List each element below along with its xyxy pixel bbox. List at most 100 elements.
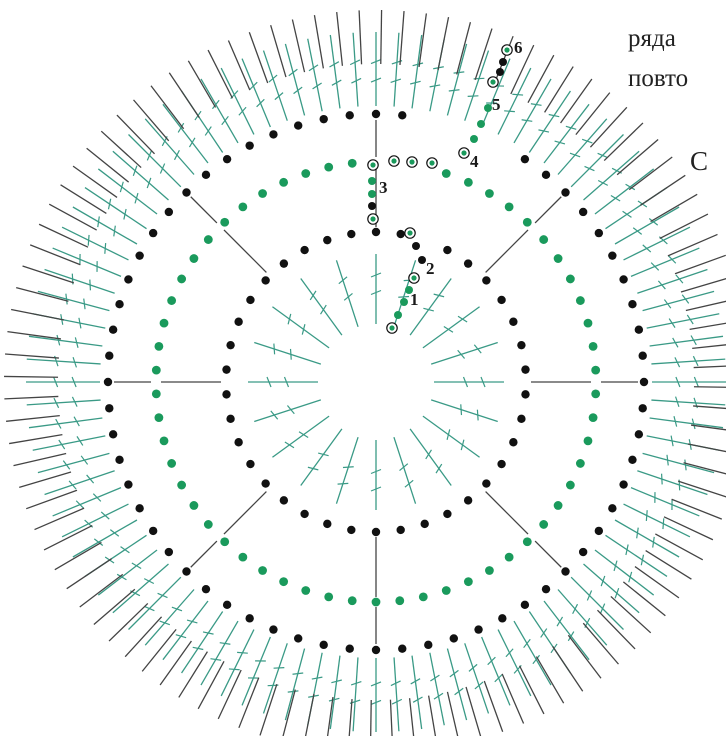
round-1-post-bar: [291, 349, 292, 360]
round-2-chain-dot: [521, 390, 529, 398]
round-4-chain-dot: [372, 110, 380, 118]
round-6-post: [125, 617, 161, 657]
round-5-post: [465, 643, 489, 713]
round-5-post-bar: [105, 243, 106, 254]
round-6-post: [282, 690, 296, 736]
round-5-post: [394, 657, 399, 731]
start-chain-dot: [394, 311, 402, 319]
round-4-chain-dot: [182, 188, 190, 196]
round-5-post-bar: [658, 281, 665, 289]
round-6-post: [640, 175, 685, 205]
round-5-post-bar: [522, 120, 533, 122]
round-5-post-bar: [229, 669, 240, 670]
round-2-chain-dot: [509, 438, 517, 446]
round-5-post: [353, 33, 358, 107]
round-5-post: [27, 400, 101, 405]
round-6-post: [179, 652, 208, 698]
round-5-post-bar: [210, 659, 221, 661]
round-4-chain-dot: [542, 585, 550, 593]
round-6-post: [11, 309, 64, 320]
round-2-chain-dot: [234, 318, 242, 326]
round-5-post-bar: [114, 226, 116, 237]
round-4-chain-dot: [109, 430, 117, 438]
round-5-post: [285, 649, 304, 720]
round-5-post-bar: [663, 518, 664, 529]
round-5-post-bar: [101, 512, 109, 519]
round-5-post: [571, 577, 623, 629]
round-6-post: [67, 559, 112, 589]
round-1-post: [336, 437, 358, 504]
round-4-chain-dot: [115, 300, 123, 308]
round-5-post-bar: [269, 75, 277, 82]
round-4-chain-dot: [579, 548, 587, 556]
round-6-post: [101, 131, 141, 167]
round-5-post: [242, 59, 270, 127]
round-3-chain-dot: [160, 319, 169, 328]
round-5-post-bar: [651, 263, 659, 271]
round-4-chain-dot: [135, 504, 143, 512]
round-5-post: [544, 601, 589, 660]
slip-stitch-core: [461, 150, 466, 155]
round-1-post: [431, 342, 498, 364]
round-5-post-bar: [147, 178, 151, 188]
round-6-post: [80, 574, 123, 607]
round-3-chain-dot: [348, 596, 357, 605]
round-1-post: [254, 342, 321, 364]
round-5-post-bar: [90, 280, 91, 291]
start-chain-dot: [499, 58, 507, 66]
round-3-chain-dot: [485, 189, 494, 198]
round-4-post: [191, 541, 217, 567]
round-6-post: [292, 20, 304, 73]
round-4-chain-dot: [105, 404, 113, 412]
round-6-post: [623, 582, 665, 616]
round-5-post: [129, 577, 181, 629]
round-3-chain-dot: [554, 501, 563, 510]
round-5-post: [394, 33, 399, 107]
round-6-post: [681, 277, 726, 292]
round-6-post: [4, 396, 58, 398]
round-6-post: [260, 684, 277, 735]
round-3-chain-dot: [539, 520, 548, 529]
round-6-post: [73, 166, 117, 197]
round-6-post: [16, 288, 68, 302]
round-6-post: [169, 73, 199, 118]
round-5-post-bar: [87, 475, 94, 483]
round-1-post: [301, 278, 342, 335]
round-4-chain-dot: [294, 121, 302, 129]
round-6-post: [271, 25, 286, 77]
round-6-post: [228, 41, 249, 91]
round-5-post: [412, 35, 422, 108]
round-3-chain-dot: [220, 218, 229, 227]
round-5-post: [38, 291, 109, 310]
round-5-post-bar: [237, 652, 248, 653]
round-6-post: [9, 435, 62, 444]
round-5-post-bar: [160, 164, 164, 174]
round-6-post: [686, 298, 726, 310]
round-6-post: [87, 148, 129, 182]
round-6-post: [117, 115, 155, 154]
round-5-post: [98, 169, 157, 214]
round-5-post: [637, 269, 707, 293]
round-6-post: [208, 50, 232, 98]
round-3-chain-dot: [204, 235, 213, 244]
round-2-chain-dot: [517, 415, 525, 423]
round-3-chain-dot: [190, 501, 199, 510]
round-4-chain-dot: [608, 251, 616, 259]
round-2-chain-dot: [246, 460, 254, 468]
round-6-post: [419, 13, 426, 67]
round-4-chain-dot: [165, 548, 173, 556]
round-3-chain-dot: [523, 537, 532, 546]
round-5-post-bar: [468, 96, 479, 97]
round-5-post-bar: [585, 166, 595, 170]
slip-stitch-core: [370, 162, 375, 167]
start-chain-dot: [496, 68, 504, 76]
round-5-post: [498, 630, 531, 696]
round-4-post: [535, 541, 561, 567]
row-label-6: 6: [514, 38, 523, 57]
round-5-post-bar: [495, 674, 503, 682]
round-5-post: [482, 59, 510, 127]
round-5-post: [447, 649, 466, 720]
round-4-chain-dot: [542, 171, 550, 179]
round-4-chain-dot: [135, 251, 143, 259]
